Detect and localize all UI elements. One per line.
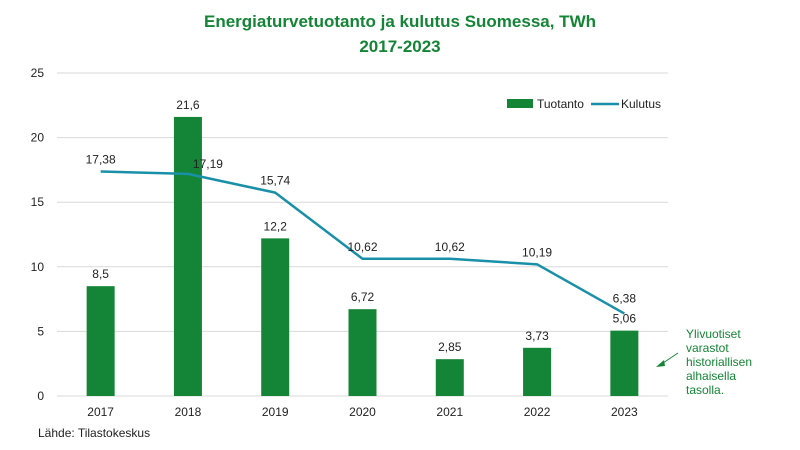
annotation-arrow-head <box>656 360 665 367</box>
y-tick-label: 15 <box>31 195 45 209</box>
annotation-line: Ylivuotiset <box>686 327 741 341</box>
bar <box>348 309 377 396</box>
line-data-label: 17,38 <box>86 152 116 166</box>
bar-data-label: 8,5 <box>92 267 109 281</box>
bar <box>435 359 464 396</box>
bar-data-label: 5,06 <box>613 312 637 326</box>
line-data-label: 10,62 <box>435 240 465 254</box>
bar-data-label: 6,72 <box>351 290 375 304</box>
gridlines <box>57 72 668 397</box>
y-tick-label: 25 <box>31 66 45 80</box>
bar <box>173 116 202 396</box>
x-tick-label: 2020 <box>349 405 376 419</box>
bar-data-label: 3,73 <box>525 329 549 343</box>
bar-data-label: 12,2 <box>264 219 288 233</box>
bar <box>261 238 290 396</box>
x-axis-ticks: 2017 2018 2019 2020 2021 2022 2023 <box>87 405 638 419</box>
bar <box>86 286 115 396</box>
bar-data-label: 21,6 <box>176 98 200 112</box>
annotation-line: tasolla. <box>686 383 724 397</box>
y-axis-ticks: 0 5 10 15 20 25 <box>31 66 45 403</box>
y-tick-label: 10 <box>31 260 45 274</box>
line-series <box>100 170 625 315</box>
x-tick-label: 2021 <box>436 405 463 419</box>
y-tick-label: 0 <box>37 389 44 403</box>
legend-label-kulutus: Kulutus <box>621 97 661 111</box>
data-labels: 8,5 21,6 12,2 6,72 2,85 3,73 5,06 17,38 17,19 15,… <box>86 98 637 354</box>
line-data-label: 17,19 <box>193 157 223 171</box>
annotation: Ylivuotiset varastot historiallisen alhaise… <box>656 327 752 397</box>
chart-subtitle: 2017-2023 <box>359 37 440 56</box>
annotation-line: historiallisen <box>686 355 752 369</box>
legend-swatch-tuotanto <box>507 99 533 108</box>
x-tick-label: 2022 <box>524 405 551 419</box>
x-tick-label: 2018 <box>175 405 202 419</box>
annotation-text: Ylivuotiset varastot historiallisen alhaise… <box>686 327 752 397</box>
y-tick-label: 5 <box>37 324 44 338</box>
annotation-line: alhaisella <box>686 369 736 383</box>
line-data-label: 6,38 <box>613 292 637 306</box>
chart-title: Energiaturvetuotanto ja kulutus Suomessa… <box>204 12 596 31</box>
legend: Tuotanto Kulutus <box>507 97 661 111</box>
source-note: Lähde: Tilastokeskus <box>38 426 150 440</box>
x-tick-label: 2023 <box>611 405 638 419</box>
bar-data-label: 2,85 <box>438 340 462 354</box>
y-tick-label: 20 <box>31 131 45 145</box>
bar-series <box>86 116 639 396</box>
legend-label-tuotanto: Tuotanto <box>537 97 584 111</box>
line-data-label: 10,19 <box>522 245 552 259</box>
x-tick-label: 2017 <box>87 405 114 419</box>
x-tick-label: 2019 <box>262 405 289 419</box>
line-data-label: 15,74 <box>260 174 290 188</box>
line-data-label: 10,62 <box>347 240 377 254</box>
line-kulutus <box>100 170 625 315</box>
bar <box>523 347 552 396</box>
annotation-line: varastot <box>686 341 729 355</box>
bar <box>610 330 639 396</box>
